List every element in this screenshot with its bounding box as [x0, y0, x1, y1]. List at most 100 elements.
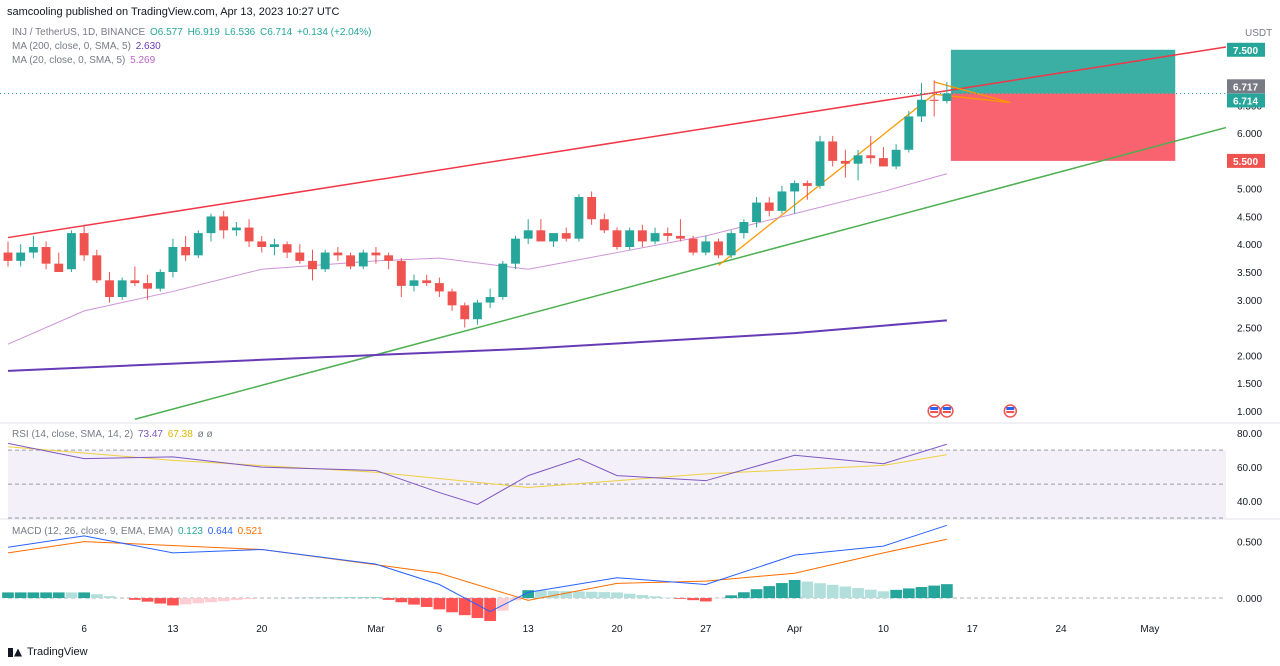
price-label-last [1227, 79, 1265, 94]
change-value: +0.134 (+2.04%) [297, 27, 372, 38]
candle-body [663, 233, 673, 236]
candle-body [739, 222, 749, 234]
macd-histogram-bar [2, 592, 14, 599]
candle-body [777, 191, 787, 211]
macd-line [7, 524, 948, 613]
open-value: O6.577 [149, 27, 183, 38]
candle-body [917, 99, 926, 117]
candle-body [866, 155, 876, 159]
candle-body [625, 230, 635, 247]
candle-body [460, 305, 470, 320]
event-flag-icon [942, 411, 951, 413]
macd-histogram-bar [687, 598, 699, 601]
time-axis-tick: 20 [256, 624, 268, 635]
macd-histogram-bar [408, 598, 420, 605]
candle-body [447, 291, 457, 306]
time-axis-tick: May [1140, 624, 1159, 635]
candle-body [66, 233, 76, 270]
macd-histogram-bar [496, 598, 509, 611]
candle-body [54, 263, 64, 272]
macd-histogram-bar [738, 592, 750, 599]
candle-body [675, 235, 685, 239]
macd-axis-tick: 0.000 [1237, 594, 1262, 605]
macd-histogram-bar [357, 597, 370, 599]
candle-body [3, 252, 13, 261]
macd-histogram-bar [205, 598, 217, 603]
candle-body [181, 247, 191, 256]
rsi-line [7, 442, 948, 505]
macd-histogram-bar [573, 591, 585, 599]
event-flag-icon [930, 407, 939, 410]
price-label-close [1227, 93, 1265, 108]
macd-histogram-bar [623, 593, 636, 599]
event-flag-icon [942, 407, 951, 410]
price-axis-tick: 5.000 [1237, 185, 1262, 196]
macd-histogram-bar [65, 592, 78, 599]
time-axis-tick: 13 [523, 624, 535, 635]
candle-body [549, 233, 559, 242]
macd-histogram-bar [598, 592, 611, 599]
candle-body [346, 255, 356, 267]
candle-body [92, 255, 102, 281]
candle-body [117, 280, 127, 297]
event-flag-icon [930, 411, 939, 413]
macd-histogram-bar [547, 590, 560, 599]
macd-label: MACD (12, 26, close, 9, EMA, EMA) [12, 526, 174, 537]
time-axis-tick: 24 [1056, 624, 1068, 635]
time-axis-tick: 6 [437, 624, 443, 635]
candle-body [130, 280, 140, 284]
macd-histogram-bar [458, 598, 471, 616]
candle-body [396, 260, 406, 286]
price-axis-tick: 3.000 [1237, 296, 1262, 307]
macd-histogram-bar [471, 598, 484, 619]
macd-histogram-bar [192, 598, 205, 604]
candle-body [422, 280, 432, 284]
candle-body [929, 99, 939, 101]
time-axis-tick: 20 [611, 624, 623, 635]
candle-body [257, 241, 267, 247]
candle-body [409, 280, 419, 286]
candle-body [650, 233, 660, 242]
candle-body [587, 197, 597, 220]
macd-histogram-bar [90, 594, 103, 599]
price-label-text: 7.500 [1233, 46, 1258, 57]
target-zone [950, 49, 1176, 94]
ma200-legend: MA (200, close, 0, SMA, 5) 2.630 [12, 41, 161, 52]
time-axis-tick: 6 [81, 624, 87, 635]
symbol-name: INJ / TetherUS, 1D, BINANCE [12, 27, 146, 38]
time-axis-tick: 10 [878, 624, 890, 635]
candle-body [752, 202, 762, 222]
price-label-text: 6.714 [1233, 96, 1258, 107]
candle-body [155, 272, 165, 289]
high-value: H6.919 [187, 27, 220, 38]
candle-body [269, 244, 279, 247]
channel-top-line [7, 46, 1227, 239]
candle-body [231, 227, 241, 231]
price-axis-tick: 2.000 [1237, 351, 1262, 362]
candle-body [599, 219, 609, 231]
macd-histogram-bar [928, 585, 941, 599]
candle-body [904, 116, 914, 150]
candle-body [891, 149, 901, 167]
time-axis-tick: Apr [787, 624, 803, 635]
footer-brand-text: TradingView [27, 646, 88, 658]
candle-body [143, 283, 153, 289]
macd-histogram-bar [725, 595, 738, 599]
candle-body [295, 252, 305, 261]
macd-histogram-bar [902, 588, 915, 599]
event-flag-icon [1006, 411, 1015, 413]
macd-histogram-bar [826, 584, 839, 599]
rsi-axis-tick: 80.00 [1237, 429, 1262, 440]
candle-body [688, 238, 698, 253]
macd-histogram-bar [129, 598, 141, 600]
candle-body [536, 230, 546, 242]
macd-histogram-bar [585, 591, 598, 599]
candle-body [282, 244, 292, 253]
macd-histogram-bar [636, 594, 649, 599]
candle-body [219, 216, 229, 231]
candle-body [28, 247, 38, 253]
macd-histogram-bar [446, 598, 458, 613]
macd-histogram-bar [801, 581, 814, 599]
macd-histogram-bar [649, 596, 661, 599]
